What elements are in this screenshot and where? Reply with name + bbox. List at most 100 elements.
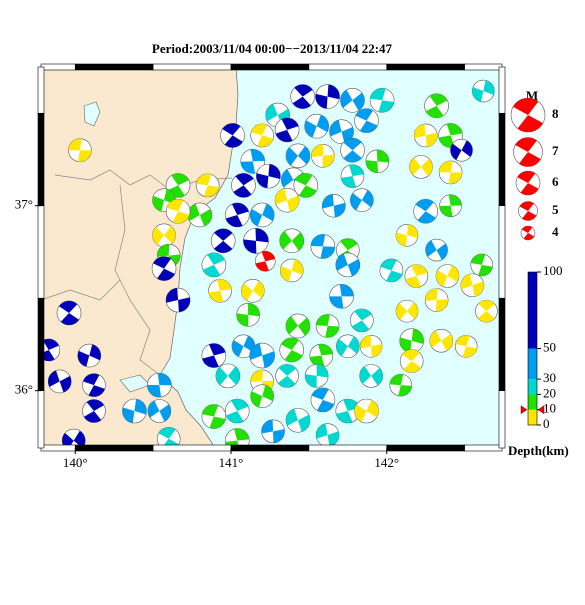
beachball-quadrant [279,231,292,250]
beachball-quadrant [515,137,537,152]
beachball-quadrant [73,430,86,448]
focal-mechanism [122,398,147,424]
beachball-quadrant [199,208,212,227]
beachball-quadrant [483,80,495,95]
beachball-quadrant [178,297,191,313]
beachball-quadrant [166,288,179,303]
focal-mechanism [379,258,404,283]
beachball-quadrant [59,376,72,393]
beachball-quadrant [359,366,372,384]
beachball-quadrant [62,433,74,448]
beachball-quadrant [461,140,473,157]
focal-mechanism [279,337,305,363]
beachball-quadrant [202,355,219,368]
beachball-quadrant [77,350,90,367]
beachball-quadrant [202,404,219,417]
depth-tick-label: 50 [543,339,556,354]
focal-mechanism [241,278,265,303]
beachball-quadrant [402,349,420,362]
frame-bar [40,63,76,71]
focal-mechanism [335,252,361,278]
beachball-quadrant [520,183,539,196]
beachball-quadrant [517,115,543,132]
beachball-quadrant [371,343,383,358]
depth-tick-label: 30 [543,370,556,385]
focal-mechanism [354,108,379,133]
beachball-quadrant [352,92,365,111]
beachball-quadrant [278,364,297,376]
beachball-quadrant [284,349,303,362]
focal-mechanism [290,84,315,109]
beachball-quadrant [523,233,535,240]
beachball-quadrant [441,333,453,351]
frame-bar [37,297,45,391]
focal-mechanism [404,264,429,288]
focal-mechanism [395,299,419,323]
focal-mechanism [293,173,319,198]
beachball-quadrant [311,387,329,400]
beachball-quadrant [435,270,448,287]
beachball-quadrant [316,364,329,378]
focal-mechanism [350,188,374,212]
beachball-quadrant [439,205,453,217]
beachball-quadrant [83,373,100,386]
beachball-quadrant [59,300,78,313]
beachball-quadrant [310,234,326,247]
legend-ball [513,137,543,167]
beachball-quadrant [42,338,59,350]
beachball-quadrant [378,100,394,113]
focal-mechanism [389,373,413,397]
focal-mechanism [450,138,473,162]
beachball-quadrant [204,185,220,197]
beachball-quadrant [250,391,263,408]
beachball-quadrant [292,96,311,109]
beachball-quadrant [209,416,226,429]
beachball-quadrant [348,164,364,177]
beachball-quadrant [354,308,372,321]
beachball-quadrant [316,114,329,133]
frame-bar [152,444,232,452]
beachball-quadrant [478,300,495,312]
beachball-quadrant [395,303,407,320]
beachball-quadrant [297,317,310,336]
beachball-quadrant [360,335,372,349]
beachball-quadrant [83,411,102,423]
beachball-quadrant [285,316,298,335]
focal-mechanism [315,314,340,338]
beachball-quadrant [406,224,418,239]
beachball-quadrant [78,150,92,162]
focal-mechanism [250,123,274,148]
depth-label: Depth(km) [508,443,569,458]
focal-mechanism [470,253,494,277]
beachball-quadrant [262,385,274,402]
beachball-quadrant [339,284,354,297]
focal-mechanism [224,398,250,424]
frame-bar [498,297,506,391]
beachball-quadrant [320,246,335,259]
beachball-quadrant [409,157,422,176]
beachball-quadrant [386,270,403,282]
focal-mechanism [460,273,485,298]
beachball-quadrant [280,265,292,282]
beachball-quadrant [318,344,333,356]
beachball-quadrant [435,299,449,312]
focal-mechanism [240,149,266,174]
beachball-quadrant [439,160,453,173]
focal-mechanism [399,328,424,354]
beachball-quadrant [287,195,300,212]
beachball-quadrant [164,226,176,244]
beachball-quadrant [202,264,221,277]
focal-mechanism [210,228,236,254]
beachball-quadrant [196,173,212,186]
focal-mechanism [279,228,305,254]
beachball-quadrant [521,226,533,233]
beachball-quadrant [446,123,463,136]
beachball-quadrant [414,123,426,139]
beachball-quadrant [350,193,362,211]
focal-mechanism [208,278,232,303]
depth-band [528,409,537,425]
beachball-quadrant [370,88,386,101]
focal-mechanism [187,202,213,228]
focal-mechanism [340,137,365,163]
